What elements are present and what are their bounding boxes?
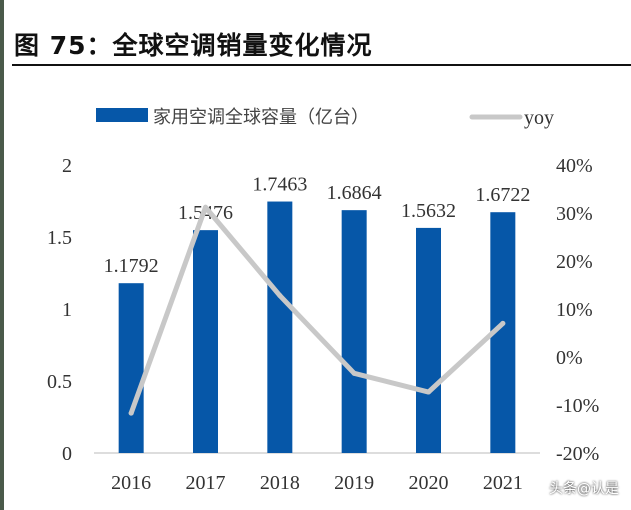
legend-bar-swatch [96, 108, 148, 122]
x-axis-tick: 2019 [334, 472, 374, 494]
right-axis-tick: 30% [556, 203, 593, 225]
left-axis-tick: 1 [62, 299, 72, 321]
yoy-point-2016 [128, 410, 134, 416]
bar-data-label: 1.1792 [104, 255, 159, 277]
x-axis-tick: 2017 [186, 472, 226, 494]
title-rule [12, 64, 631, 66]
bar-2019 [341, 210, 367, 453]
yoy-point-2017 [203, 204, 208, 210]
bar-data-label: 1.6722 [475, 184, 530, 206]
left-axis-tick: 1.5 [47, 227, 72, 249]
watermark: 头条@认是 [549, 481, 619, 497]
bar-2018 [267, 201, 293, 453]
x-axis-tick: 2021 [483, 472, 523, 494]
yoy-point-2021 [500, 320, 506, 326]
yoy-point-2020 [426, 389, 431, 395]
yoy-point-2018 [277, 293, 283, 299]
right-axis-tick: -10% [556, 395, 599, 417]
x-axis-tick: 2018 [260, 472, 300, 494]
legend-line-label: yoy [524, 107, 554, 129]
bar-data-label: 1.5632 [401, 200, 456, 222]
yoy-point-2019 [351, 370, 357, 376]
bar-2016 [118, 283, 144, 453]
bar-data-label: 1.7463 [252, 174, 307, 196]
x-axis-tick: 2020 [409, 472, 449, 494]
right-axis-tick: 40% [556, 155, 593, 177]
yoy-line [128, 204, 506, 416]
left-axis-tick: 0.5 [47, 371, 72, 393]
bar-data-label: 1.6864 [327, 182, 382, 204]
figure-title: 图 75：全球空调销量变化情况 [14, 31, 373, 60]
left-edge-strip [0, 0, 4, 510]
x-axis-tick: 2016 [111, 472, 151, 494]
right-axis-tick: 20% [556, 251, 593, 273]
right-axis-tick: -20% [556, 443, 599, 465]
right-axis-tick: 10% [556, 299, 593, 321]
right-axis-tick: 0% [556, 347, 583, 369]
legend-bar-label: 家用空调全球容量（亿台） [153, 107, 369, 128]
bar-2017 [193, 230, 218, 453]
left-axis-tick: 0 [62, 443, 72, 465]
left-axis-tick: 2 [62, 155, 72, 177]
bar-2020 [416, 227, 441, 453]
